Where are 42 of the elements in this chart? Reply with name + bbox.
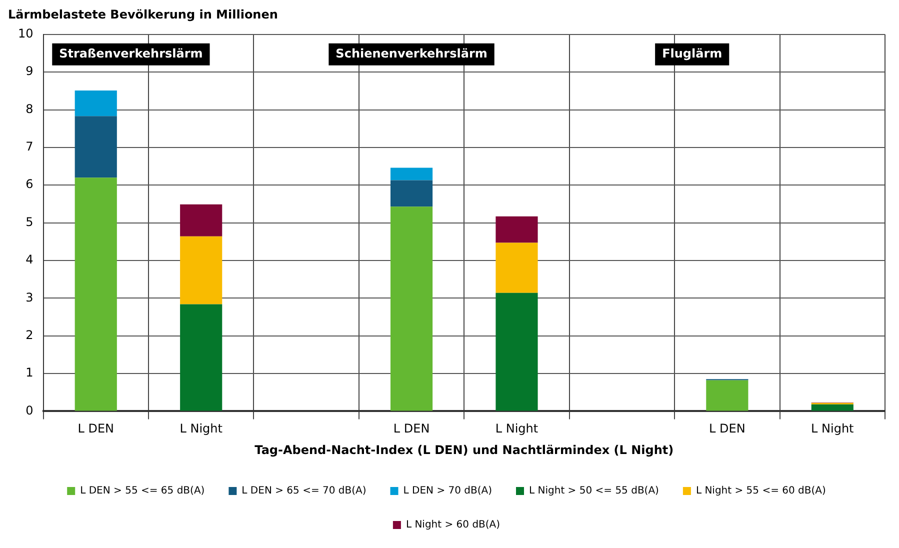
y-tick-label: 5	[26, 214, 34, 229]
y-tick-label: 8	[26, 102, 34, 116]
bar	[74, 116, 117, 178]
bar	[180, 204, 222, 236]
bar	[496, 292, 538, 411]
legend-label: L DEN > 65 <= 70 dB(A)	[242, 486, 366, 497]
bar	[706, 380, 748, 411]
bar	[390, 206, 433, 411]
legend-label: L Night > 55 <= 60 dB(A)	[696, 486, 826, 497]
legend-label: L DEN > 70 dB(A)	[403, 486, 492, 497]
x-tick-label: L DEN	[709, 422, 746, 436]
y-tick-label: 2	[26, 328, 34, 342]
bar	[496, 216, 538, 243]
x-axis-title: Tag-Abend-Nacht-Index (L DEN) und Nachtlärmindex (L Night)	[254, 442, 674, 457]
x-tick-label: L Night	[811, 422, 854, 436]
bar	[74, 178, 117, 411]
annotation: Schienenverkehrslärm	[336, 46, 488, 61]
y-tick-label: 1	[26, 366, 34, 380]
y-tick-label: 3	[26, 290, 34, 304]
annotation: Straßenverkehrslärm	[59, 46, 203, 61]
y-tick-label: 0	[26, 403, 34, 418]
bar	[74, 90, 117, 116]
x-tick-label: L Night	[495, 422, 538, 436]
y-tick-label: 6	[26, 177, 34, 192]
x-tick-label: L DEN	[78, 422, 114, 436]
legend-label: L Night > 60 dB(A)	[406, 520, 500, 531]
bar	[180, 236, 222, 304]
bar	[390, 180, 433, 207]
bar	[390, 168, 433, 180]
annotation: Fluglärm	[662, 46, 722, 61]
bar	[180, 304, 222, 411]
x-tick-label: L Night	[180, 422, 223, 436]
y-tick-label: 10	[18, 26, 34, 41]
y-tick-label: 4	[26, 252, 34, 267]
y-tick-label: 7	[26, 140, 34, 154]
bar	[811, 404, 854, 411]
legend-label: L DEN > 55 <= 65 dB(A)	[80, 486, 205, 497]
bar	[496, 242, 538, 293]
legend-label: L Night > 50 <= 55 dB(A)	[529, 486, 660, 497]
x-tick-label: L DEN	[393, 422, 430, 436]
y-axis-title: Lärmbelastete Bevölkerung in Millionen	[8, 7, 278, 22]
y-tick-label: 9	[26, 64, 34, 78]
